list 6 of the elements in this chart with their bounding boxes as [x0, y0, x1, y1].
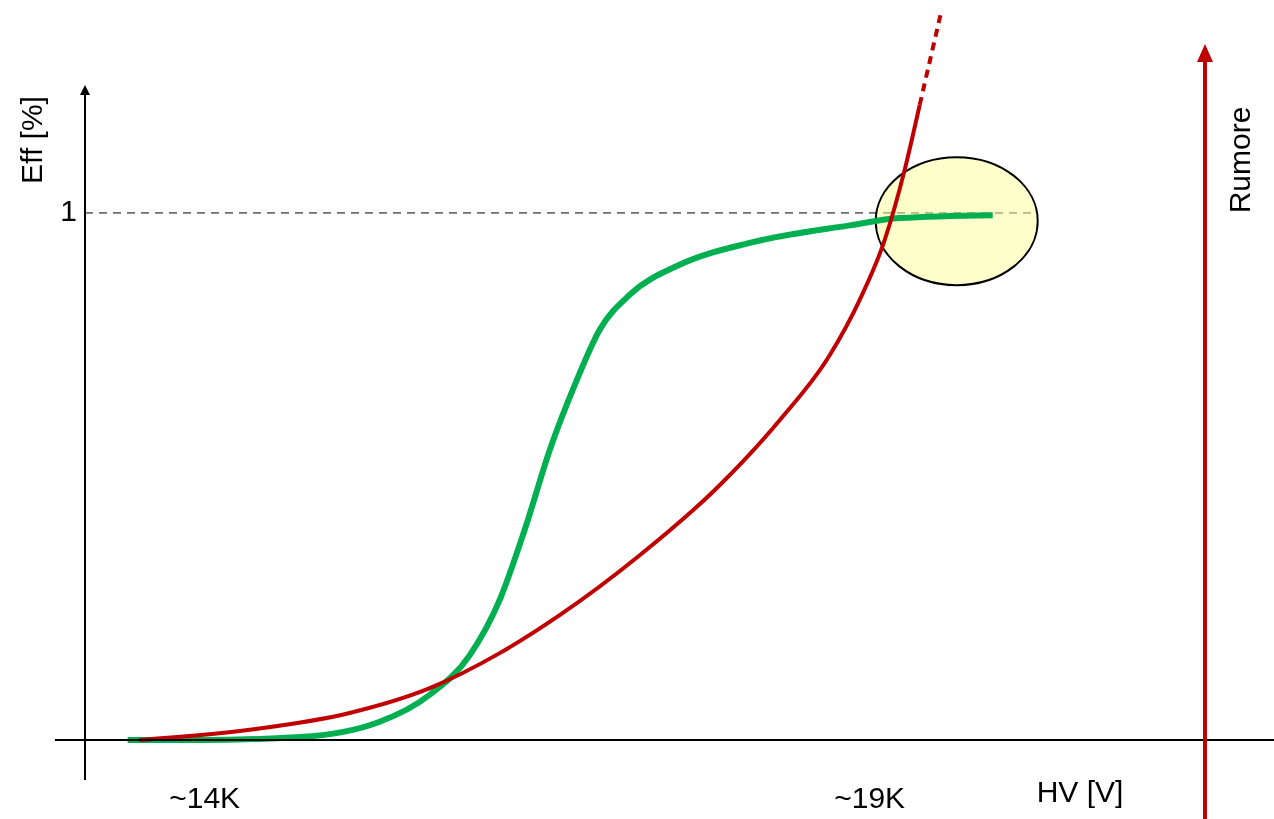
y-axis-title: Eff [%] [15, 96, 48, 184]
x-axis-title: HV [V] [1036, 775, 1124, 808]
x-tick-label: ~14K [169, 781, 241, 814]
x-tick-label: ~19K [834, 781, 906, 814]
y2-axis-title: Rumore [1223, 106, 1256, 214]
ref-line-label: 1 [60, 193, 77, 227]
